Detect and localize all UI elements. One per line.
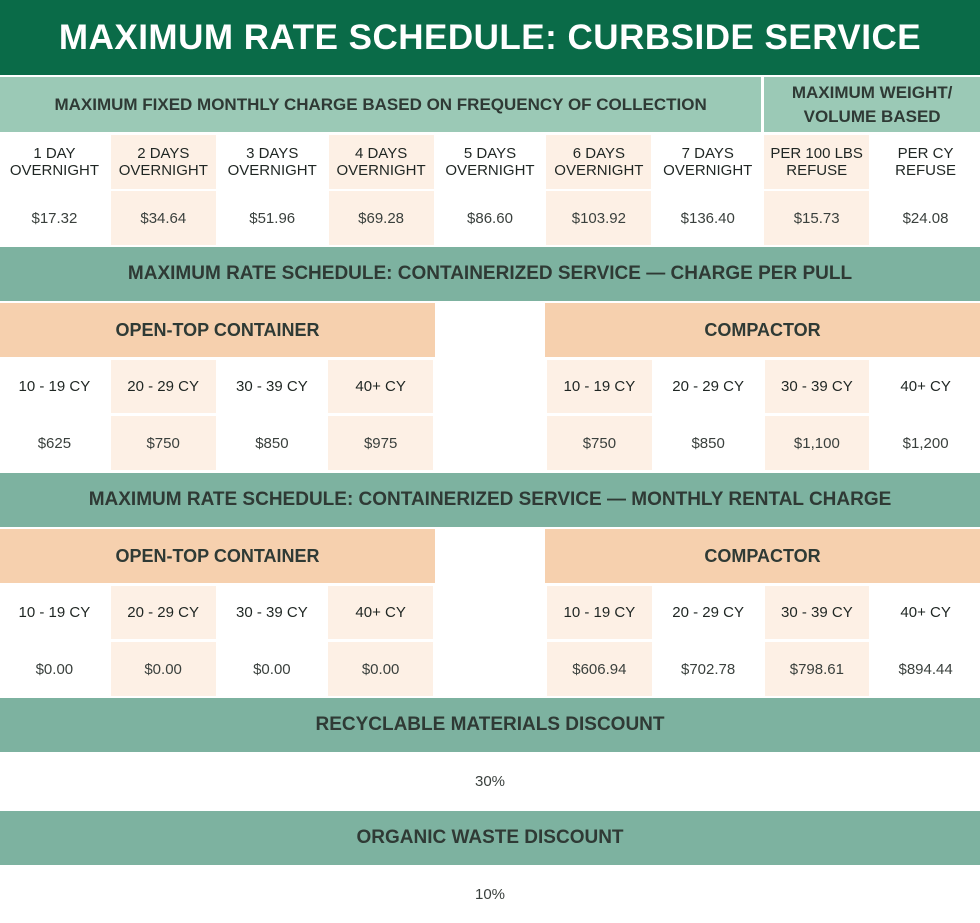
discount-value: 30%: [474, 772, 506, 790]
section-header: MAXIMUM WEIGHT/ VOLUME BASED: [764, 77, 980, 132]
column-label: 4 DAYS OVERNIGHT: [328, 135, 434, 189]
column-label: 1 DAY OVERNIGHT: [9, 145, 100, 179]
title-bar: MAXIMUM RATE SCHEDULE: CURBSIDE SERVICE: [0, 0, 980, 75]
rate-value: $103.92: [546, 191, 652, 245]
rate-value: $750: [110, 416, 216, 470]
column-label: 30 - 39 CY: [236, 378, 308, 395]
column-label: 10 - 19 CY: [547, 586, 652, 639]
section-header: MAXIMUM FIXED MONTHLY CHARGE BASED ON FR…: [0, 77, 762, 132]
column-label: PER 100 LBS REFUSE: [764, 135, 870, 189]
section-header: RECYCLABLE MATERIALS DISCOUNT: [0, 698, 980, 752]
rate-value: $894.44: [898, 660, 953, 678]
group-header: COMPACTOR: [545, 303, 980, 357]
group-header: OPEN-TOP CONTAINER: [0, 303, 435, 357]
group-header: COMPACTOR: [545, 529, 980, 583]
column-label: 7 DAYS OVERNIGHT: [663, 145, 753, 179]
section-header: MAXIMUM RATE SCHEDULE: CONTAINERIZED SER…: [0, 473, 980, 527]
column-label: 20 - 29 CY: [672, 378, 744, 395]
rate-value: $136.40: [680, 209, 735, 227]
rate-value: $0.00: [328, 642, 433, 696]
column-label: 20 - 29 CY: [110, 360, 216, 413]
rate-value: $24.08: [902, 209, 949, 227]
rate-value: $69.28: [328, 191, 434, 245]
column-label: 30 - 39 CY: [236, 604, 308, 621]
rate-value: $0.00: [35, 660, 74, 678]
group-header: OPEN-TOP CONTAINER: [0, 529, 435, 583]
rate-value: $0.00: [253, 660, 291, 678]
rate-value: $15.73: [764, 191, 870, 245]
rate-value: $86.60: [467, 209, 513, 227]
column-label: 5 DAYS OVERNIGHT: [445, 145, 535, 179]
column-label: 10 - 19 CY: [18, 604, 91, 621]
section-header: ORGANIC WASTE DISCOUNT: [0, 811, 980, 865]
rate-value: $850: [255, 434, 289, 452]
rate-value: $0.00: [110, 642, 216, 696]
column-label: 20 - 29 CY: [672, 604, 744, 621]
rate-value: $1,200: [902, 434, 949, 452]
column-label: 40+ CY: [328, 586, 433, 639]
rate-value: $975: [328, 416, 433, 470]
rate-value: $1,100: [764, 416, 870, 470]
column-label: 3 DAYS OVERNIGHT: [227, 145, 317, 179]
rate-value: $798.61: [764, 642, 870, 696]
discount-value: 10%: [474, 885, 506, 903]
rate-value: $702.78: [681, 660, 736, 678]
column-label: 20 - 29 CY: [110, 586, 216, 639]
column-label: 10 - 19 CY: [547, 360, 652, 413]
column-label: 6 DAYS OVERNIGHT: [546, 135, 652, 189]
column-label: 40+ CY: [900, 378, 951, 395]
rate-value: $750: [547, 416, 652, 470]
rate-value: $625: [37, 434, 72, 452]
column-label: 30 - 39 CY: [764, 586, 870, 639]
column-label: 10 - 19 CY: [18, 378, 91, 395]
column-label: PER CY REFUSE: [895, 145, 956, 179]
rate-value: $51.96: [249, 209, 296, 227]
rate-value: $850: [691, 434, 725, 452]
rate-value: $34.64: [110, 191, 216, 245]
column-label: 40+ CY: [900, 604, 951, 621]
rate-value: $606.94: [547, 642, 652, 696]
section-header: MAXIMUM RATE SCHEDULE: CONTAINERIZED SER…: [0, 247, 980, 301]
column-label: 30 - 39 CY: [764, 360, 870, 413]
column-label: 2 DAYS OVERNIGHT: [110, 135, 216, 189]
column-label: 40+ CY: [328, 360, 433, 413]
rate-value: $17.32: [31, 209, 78, 227]
